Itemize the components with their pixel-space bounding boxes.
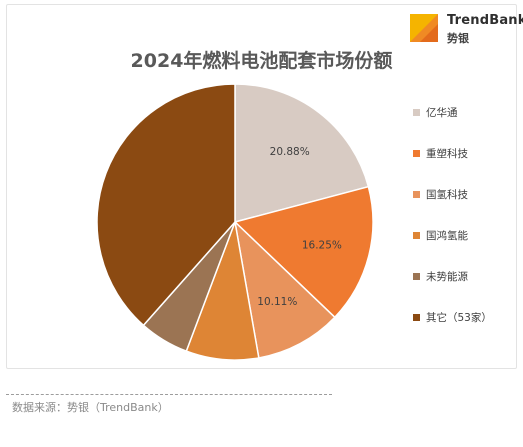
brand-name-cn: 势银 (447, 32, 469, 45)
legend-label: 国鸿氢能 (426, 230, 468, 242)
legend-swatch (413, 273, 420, 280)
legend-swatch (413, 232, 420, 239)
legend-swatch (413, 150, 420, 157)
pie-slice-2 (233, 185, 374, 319)
slice-data-label: 20.88% (270, 146, 310, 158)
pie-slice-1 (234, 83, 370, 223)
legend-label: 国氢科技 (426, 189, 468, 201)
legend-swatch (413, 314, 420, 321)
slice-data-label: 10.11% (257, 296, 297, 308)
chart-title: 2024年燃料电池配套市场份额 (130, 50, 393, 72)
trendbank-logo-mark-icon (410, 14, 438, 42)
legend-label: 其它（53家） (426, 312, 492, 324)
pie-slice-3 (233, 219, 336, 359)
legend-swatch (413, 109, 420, 116)
legend-label: 亿华通 (426, 107, 458, 119)
source-note: 数据来源：势银（TrendBank） (12, 401, 169, 414)
trendbank-logo: TrendBank 势银 (410, 10, 523, 46)
legend-label: 重塑科技 (426, 148, 468, 160)
legend-swatch (413, 191, 420, 198)
divider (6, 394, 332, 395)
slice-data-label: 16.25% (302, 239, 342, 251)
legend-label: 未势能源 (426, 271, 468, 283)
pie-slice-6 (96, 83, 236, 327)
brand-name: TrendBank (447, 13, 523, 28)
